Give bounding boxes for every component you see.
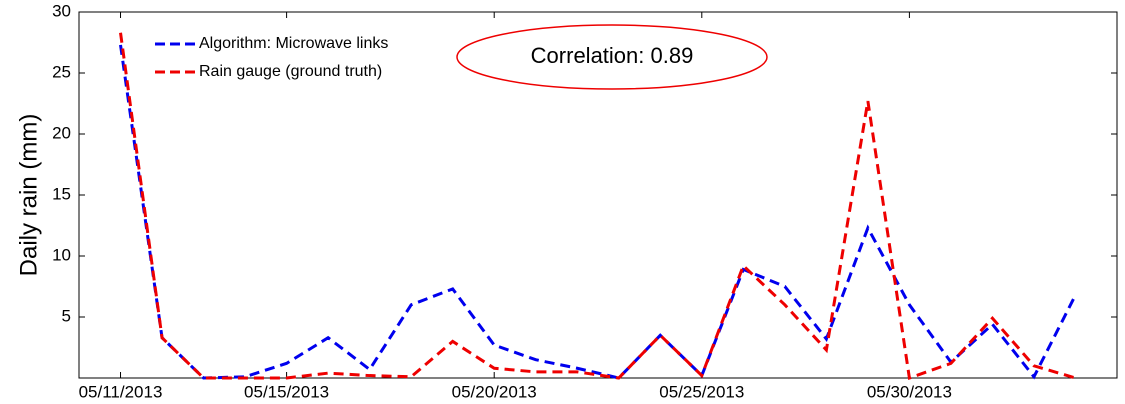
y-tick-label: 30 — [52, 1, 71, 20]
y-tick-label: 25 — [52, 62, 71, 81]
x-tick-label: 05/11/2013 — [79, 382, 163, 401]
legend-label: Algorithm: Microwave links — [199, 35, 388, 52]
y-tick-label: 5 — [62, 306, 71, 325]
annotation-ellipse — [456, 24, 768, 90]
legend-label: Rain gauge (ground truth) — [199, 63, 382, 80]
x-tick-label: 05/30/2013 — [867, 382, 952, 401]
y-tick-label: 15 — [52, 184, 71, 203]
data-line — [119, 44, 1077, 380]
data-line — [119, 32, 1076, 381]
y-axis-label: Daily rain (mm) — [15, 114, 42, 277]
x-tick-label: 05/25/2013 — [659, 382, 744, 401]
x-tick-label: 05/20/2013 — [452, 382, 537, 401]
y-tick-label: 20 — [52, 123, 71, 142]
annotation: Correlation: 0.89 — [531, 43, 694, 68]
y-tick-label: 10 — [52, 245, 71, 264]
x-tick-label: 05/15/2013 — [244, 382, 329, 401]
